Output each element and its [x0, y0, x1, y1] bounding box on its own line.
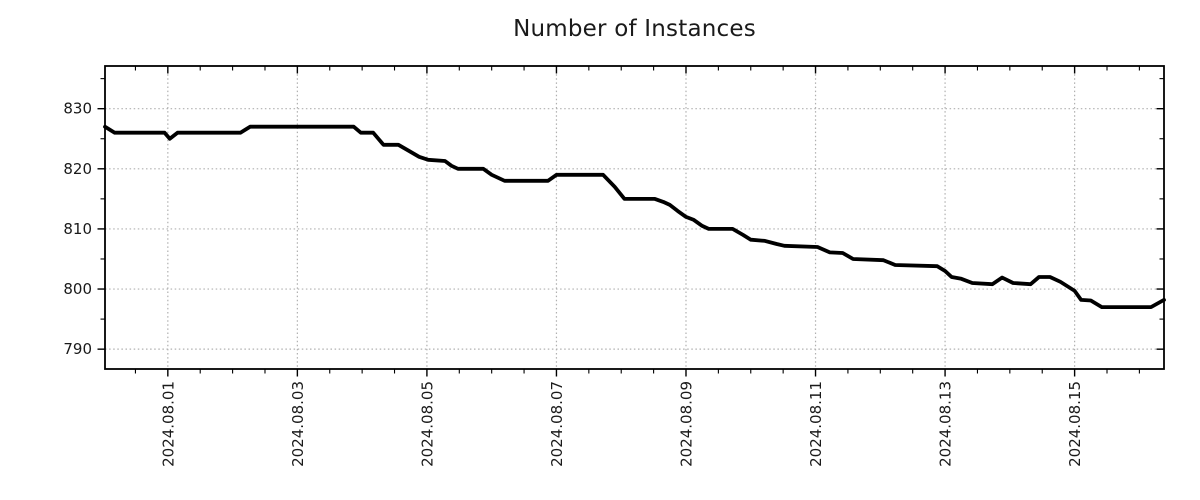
- y-tick-label: 800: [63, 280, 92, 298]
- y-tick-label: 830: [63, 100, 92, 118]
- x-tick-label: 2024.08.01: [159, 381, 177, 467]
- x-tick-label: 2024.08.13: [937, 381, 955, 467]
- x-tick-label: 2024.08.05: [418, 381, 436, 467]
- y-tick-label: 820: [63, 160, 92, 178]
- y-tick-label: 790: [63, 340, 92, 358]
- data-line-instances: [103, 124, 1166, 310]
- x-tick-label: 2024.08.15: [1066, 381, 1084, 467]
- chart-title: Number of Instances: [513, 16, 756, 42]
- x-tick-label: 2024.08.09: [677, 381, 695, 467]
- x-tick-label: 2024.08.11: [807, 381, 825, 467]
- y-tick-label: 810: [63, 220, 92, 238]
- x-tick-label: 2024.08.03: [289, 381, 307, 467]
- x-tick-label: 2024.08.07: [548, 381, 566, 467]
- plot-frame: [104, 65, 1165, 370]
